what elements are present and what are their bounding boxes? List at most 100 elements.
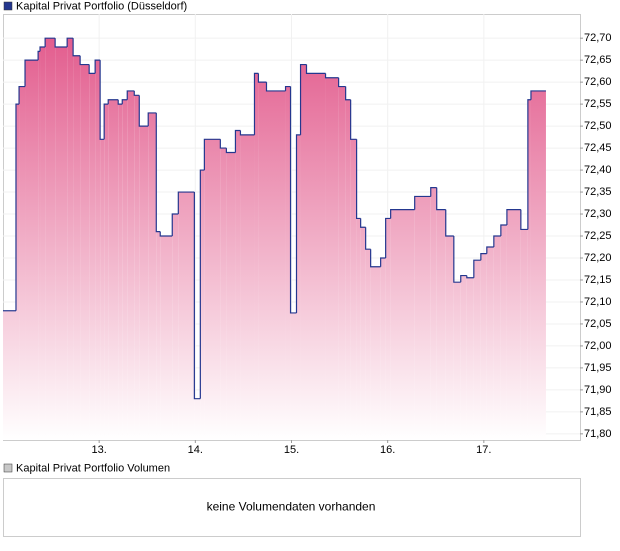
- line-step: [15, 103, 20, 311]
- area-step: [306, 73, 326, 440]
- line-step: [239, 130, 255, 136]
- area-step: [436, 209, 446, 440]
- area-step: [325, 77, 339, 441]
- line-step: [37, 50, 41, 61]
- line-step: [527, 99, 531, 230]
- area-step: [127, 90, 135, 440]
- line-step: [338, 77, 346, 88]
- area-step: [226, 152, 236, 440]
- line-step: [284, 85, 291, 91]
- x-tick-label: 17.: [476, 444, 491, 456]
- plot: [3, 14, 580, 441]
- area-step: [204, 139, 221, 440]
- line-step: [414, 195, 431, 210]
- line-step: [493, 235, 501, 248]
- line-step: [159, 231, 173, 237]
- y-tick-label: 72,00: [584, 340, 612, 352]
- line-step: [94, 59, 101, 74]
- area-step: [55, 46, 68, 440]
- area-step: [527, 99, 531, 441]
- y-tick-label: 71,90: [584, 384, 612, 396]
- line-step: [199, 169, 205, 399]
- line-step: [436, 187, 446, 211]
- x-tick-label: 15.: [284, 444, 299, 456]
- area-step: [73, 55, 81, 440]
- area-step: [360, 227, 366, 440]
- area-step: [200, 170, 205, 440]
- line-step: [460, 274, 467, 283]
- area-step: [194, 398, 201, 440]
- line-step: [385, 217, 391, 258]
- line-step: [138, 95, 149, 127]
- line-step: [225, 148, 236, 154]
- y-tick-label: 72,60: [584, 76, 612, 88]
- area-step: [290, 312, 297, 440]
- line-step: [107, 99, 119, 105]
- area-step: [254, 73, 259, 440]
- area-step: [80, 64, 90, 440]
- line-step: [480, 252, 487, 261]
- line-step: [253, 72, 259, 135]
- line-step: [39, 46, 46, 52]
- line-step: [289, 86, 297, 314]
- area-step: [40, 46, 46, 440]
- area-step: [453, 282, 461, 440]
- line-step: [345, 86, 351, 101]
- area-step: [108, 99, 119, 441]
- y-tick-label: 72,65: [584, 54, 612, 66]
- area-step: [365, 249, 371, 440]
- line-step: [121, 99, 128, 105]
- area-step: [480, 253, 487, 440]
- line-step: [79, 55, 90, 66]
- y-tick-label: 71,95: [584, 362, 612, 374]
- area-step: [390, 209, 415, 440]
- area-step: [356, 218, 361, 440]
- area-step: [430, 187, 437, 440]
- y-tick-label: 72,25: [584, 230, 612, 242]
- legend-swatch: [3, 1, 13, 11]
- line-step: [453, 236, 461, 283]
- area-step: [460, 275, 467, 440]
- area-step: [178, 192, 195, 440]
- y-tick-label: 72,30: [584, 208, 612, 220]
- line-step: [380, 257, 386, 267]
- line-step: [88, 64, 96, 74]
- line-step: [72, 38, 81, 57]
- area-step: [134, 95, 140, 440]
- area-step: [95, 60, 101, 441]
- area-step: [445, 236, 454, 440]
- area-step: [338, 86, 346, 440]
- line-step: [356, 139, 361, 220]
- line-step: [126, 90, 135, 100]
- line-step: [430, 187, 437, 197]
- line-step: [147, 112, 157, 127]
- line-step: [520, 209, 528, 231]
- line-step: [18, 85, 26, 105]
- line-step: [324, 73, 339, 79]
- line-step: [66, 37, 74, 47]
- line-step: [299, 63, 307, 135]
- legend-label: Kapital Privat Portfolio (Düsseldorf): [16, 0, 187, 12]
- area-step: [414, 196, 431, 440]
- area-step: [235, 130, 241, 441]
- area-step: [350, 139, 357, 440]
- line-step: [473, 259, 481, 278]
- line-step: [506, 209, 521, 226]
- line-step: [44, 37, 56, 47]
- line-step: [193, 192, 201, 400]
- area-step: [19, 86, 26, 440]
- area-step: [380, 257, 386, 440]
- area-step: [300, 64, 307, 440]
- line-step: [466, 275, 474, 279]
- y-tick-label: 72,15: [584, 274, 612, 286]
- area-step: [258, 82, 267, 440]
- area-step: [486, 247, 494, 440]
- line-step: [305, 64, 326, 74]
- line-step: [99, 60, 105, 140]
- area-step: [118, 104, 123, 440]
- area-step: [345, 99, 351, 441]
- area-step: [67, 38, 74, 440]
- area-step: [25, 60, 39, 441]
- line-step: [54, 38, 68, 48]
